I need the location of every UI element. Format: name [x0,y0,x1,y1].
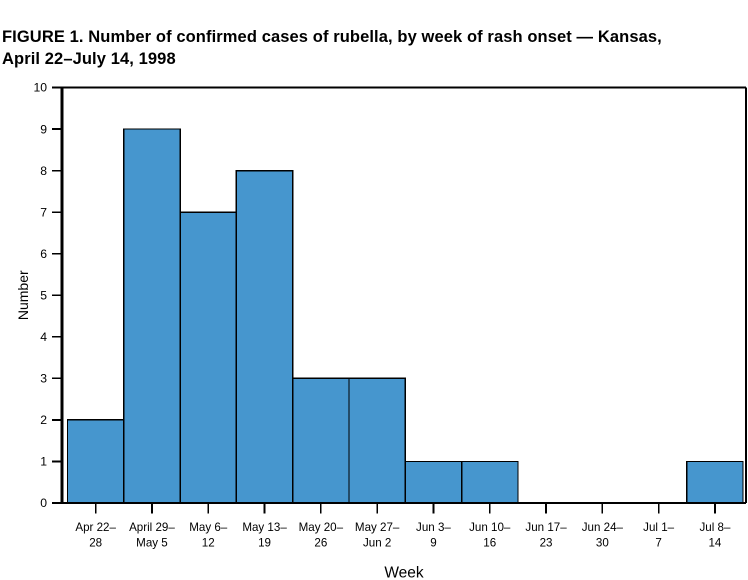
bar-0 [66,419,125,504]
y-tick-label-1: 1 [40,455,47,469]
x-axis-title: Week [384,565,424,580]
y-tick-label-4: 4 [40,330,47,344]
x-tick-label-9: Jun 24– 30 [582,521,624,550]
y-tick-label-3: 3 [40,372,47,386]
y-axis-title: Number [15,270,31,320]
y-tick-label-2: 2 [40,413,47,427]
bar-3 [235,169,294,504]
figure-title-line1: FIGURE 1. Number of confirmed cases of r… [2,28,662,46]
y-tick-label-9: 9 [40,122,47,136]
y-tick-label-0: 0 [40,496,47,510]
x-tick-label-3: May 13– 19 [242,521,287,550]
figure-title-line2: April 22–July 14, 1998 [2,50,176,68]
figure-title: FIGURE 1. Number of confirmed cases of r… [2,26,662,70]
x-tick-label-1: April 29– May 5 [129,521,175,550]
bar-6 [404,460,463,504]
y-tick-label-5: 5 [40,288,47,302]
x-tick-label-5: May 27– Jun 2 [355,521,400,550]
y-tick-label-7: 7 [40,205,47,219]
bar-1 [123,128,181,504]
bar-2 [179,211,238,504]
y-tick-label-10: 10 [33,81,47,95]
x-tick-label-4: May 20– 26 [299,521,344,550]
x-tick-label-8: Jun 17– 23 [525,521,567,550]
y-tick-label-6: 6 [40,247,47,261]
bar-11 [686,460,744,504]
x-tick-label-2: May 6– 12 [189,521,228,550]
x-tick-label-0: Apr 22– 28 [75,521,116,550]
bar-7 [460,460,519,504]
x-tick-label-10: Jul 1– 7 [643,521,674,550]
y-tick-label-8: 8 [40,164,47,178]
bar-4 [292,377,350,504]
bar-5 [348,377,406,504]
x-tick-label-7: Jun 10– 16 [469,521,511,550]
x-tick-label-11: Jul 8– 14 [699,521,730,550]
x-tick-label-6: Jun 3– 9 [416,521,451,550]
